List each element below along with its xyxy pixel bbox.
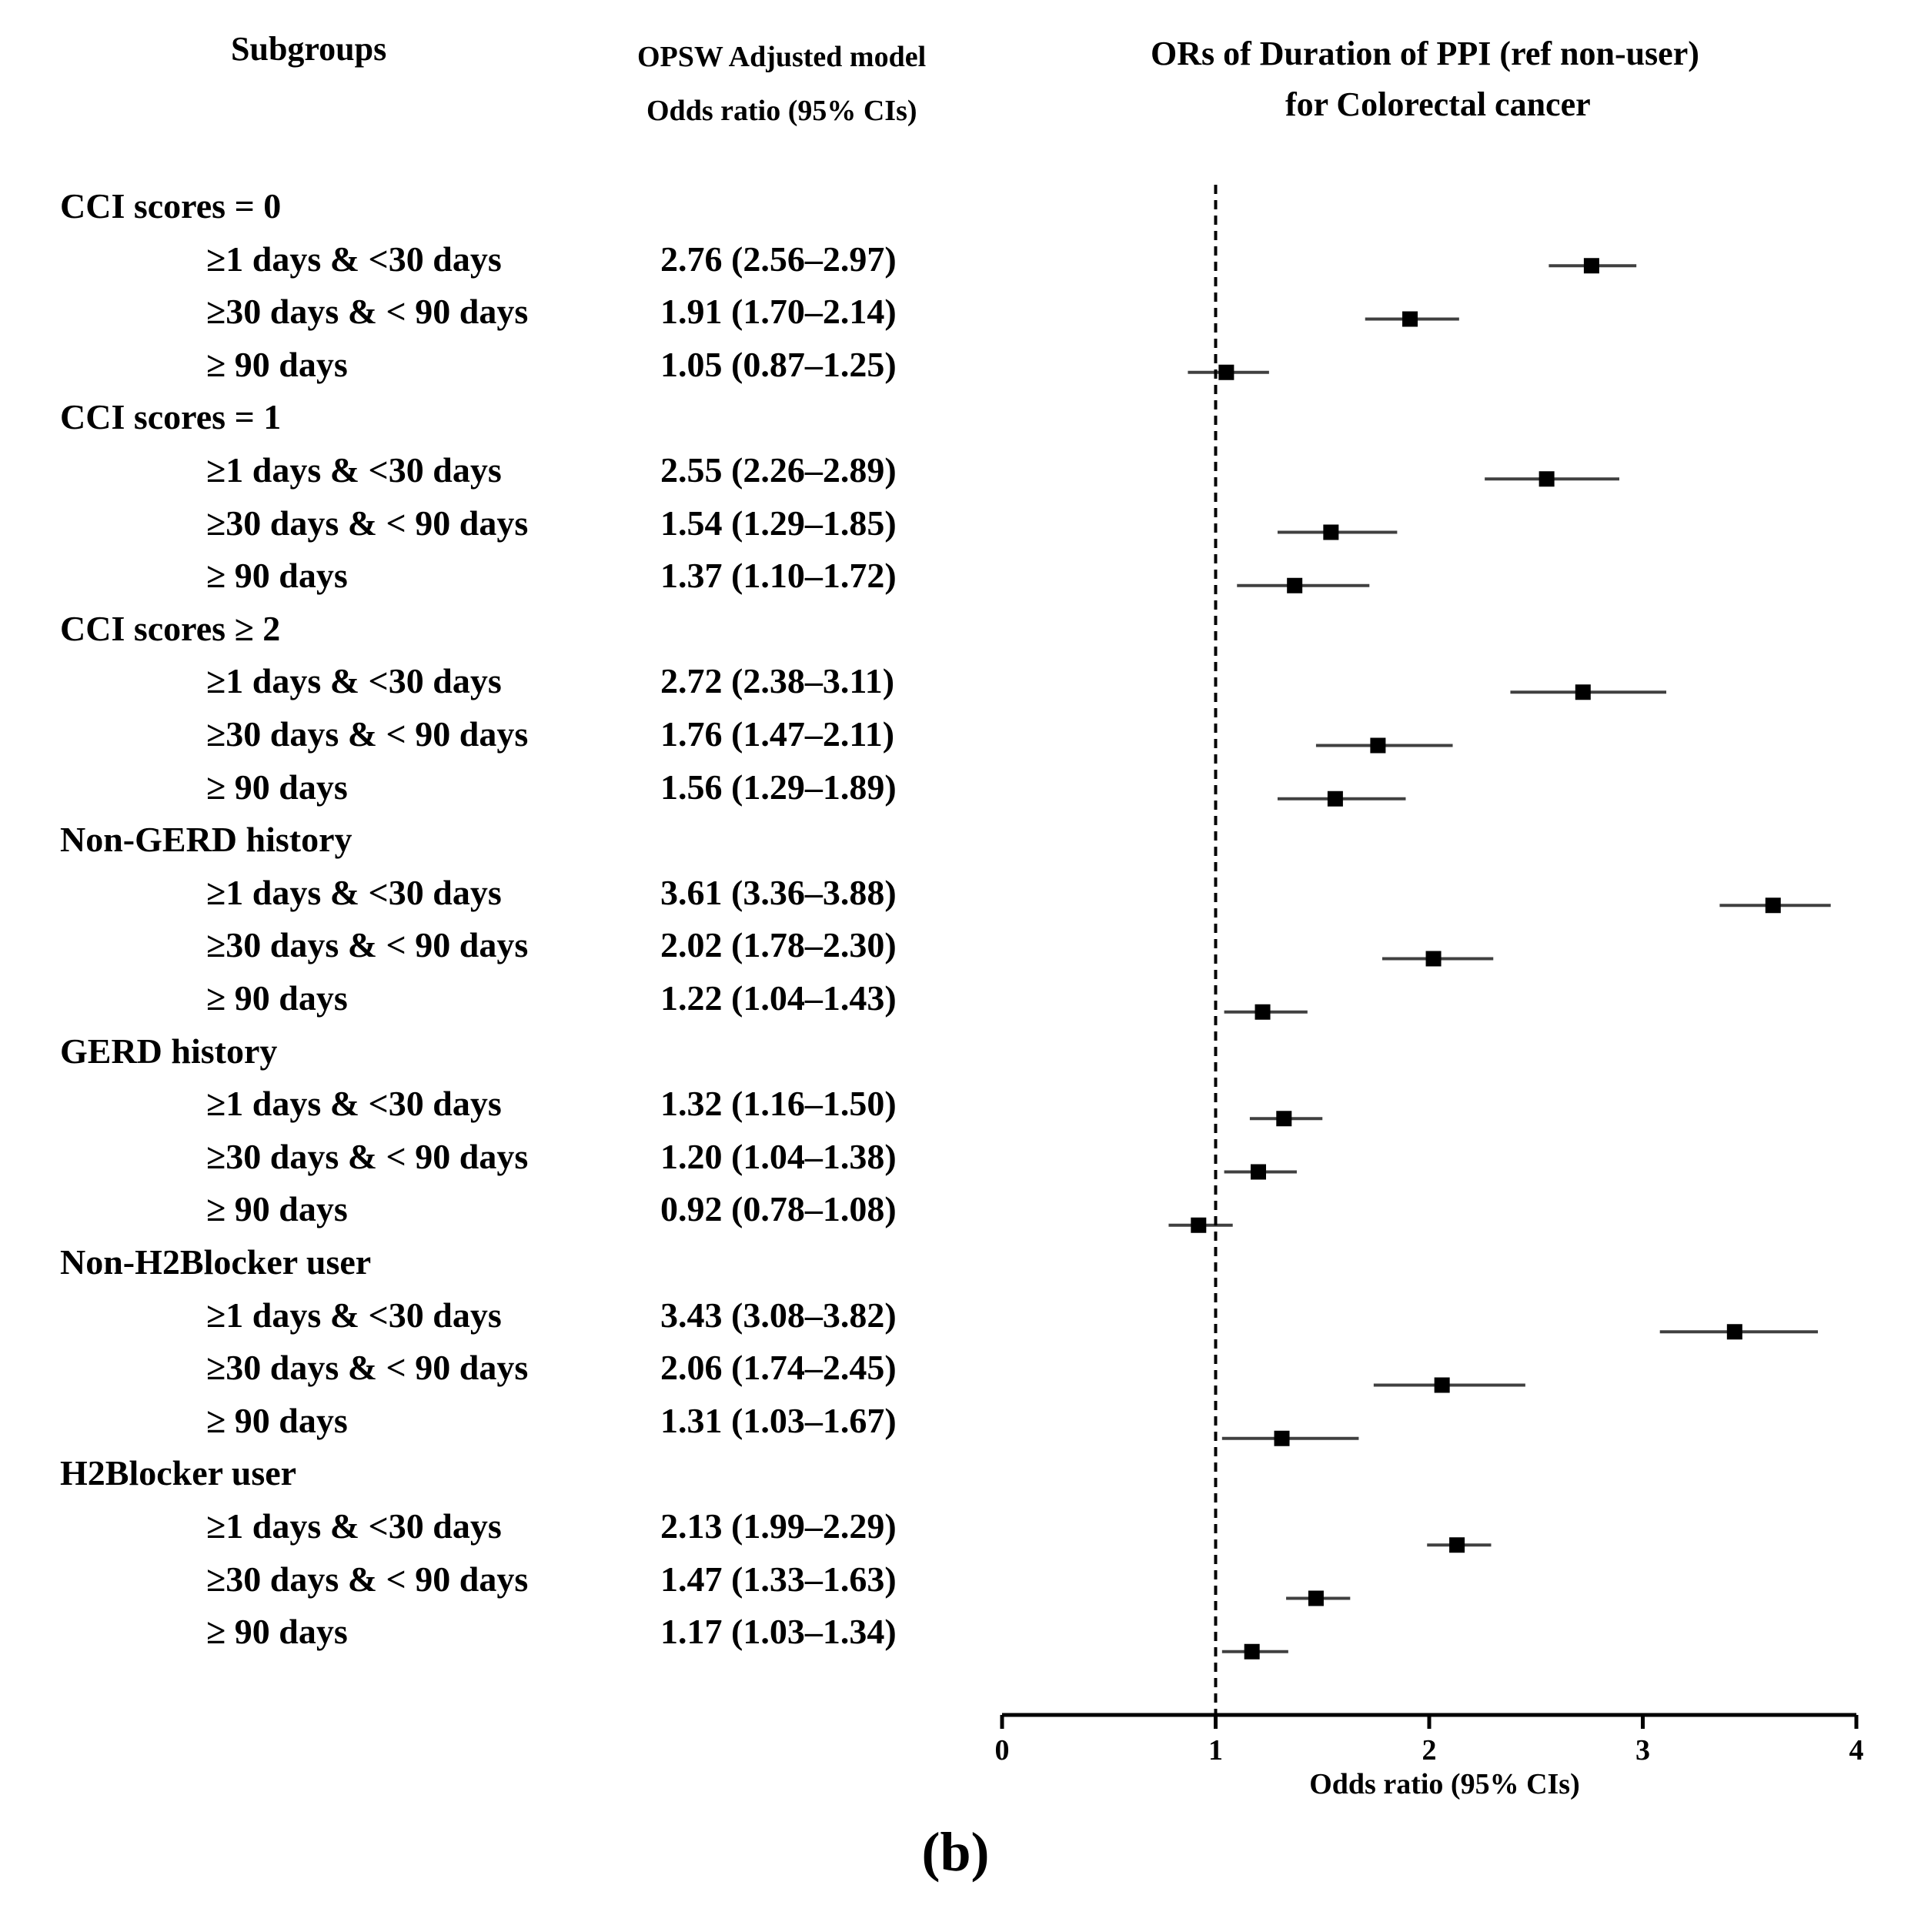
row-label: ≥30 days & < 90 days — [206, 1136, 529, 1176]
point-estimate-marker — [1251, 1164, 1266, 1180]
group-label: Non-GERD history — [60, 820, 352, 860]
point-estimate-marker — [1538, 471, 1555, 487]
x-tick-label: 2 — [1422, 1734, 1437, 1767]
row-value: 2.55 (2.26–2.89) — [660, 450, 897, 490]
row-label: ≥1 days & <30 days — [206, 450, 502, 490]
point-estimate-marker — [1327, 791, 1343, 807]
subgroups-header: Subgroups — [231, 30, 387, 68]
group-label: CCI scores = 1 — [60, 397, 282, 437]
row-label: ≥1 days & <30 days — [206, 1506, 502, 1546]
point-estimate-marker — [1276, 1111, 1292, 1127]
row-label: ≥30 days & < 90 days — [206, 1348, 529, 1388]
group-label: Non-H2Blocker user — [60, 1242, 372, 1282]
row-label: ≥1 days & <30 days — [206, 1084, 502, 1124]
row-label: ≥1 days & <30 days — [206, 239, 502, 279]
point-estimate-marker — [1370, 737, 1386, 754]
row-value: 0.92 (0.78–1.08) — [660, 1189, 897, 1229]
point-estimate-marker — [1402, 311, 1418, 327]
point-estimate-marker — [1218, 364, 1234, 380]
row-label: ≥30 days & < 90 days — [206, 1559, 529, 1599]
x-tick-label: 0 — [995, 1734, 1010, 1767]
row-label: ≥ 90 days — [206, 344, 348, 384]
row-value: 2.76 (2.56–2.97) — [660, 239, 897, 279]
model-header-line1: OPSW Adjusted model — [637, 41, 927, 73]
point-estimate-marker — [1287, 577, 1303, 593]
point-estimate-marker — [1726, 1324, 1742, 1340]
point-estimate-marker — [1255, 1004, 1271, 1020]
x-tick-label: 1 — [1208, 1734, 1223, 1767]
point-estimate-marker — [1244, 1643, 1260, 1660]
row-label: ≥ 90 days — [206, 1400, 348, 1440]
group-label: CCI scores ≥ 2 — [60, 608, 281, 648]
row-value: 1.47 (1.33–1.63) — [660, 1559, 897, 1599]
model-header-line2: Odds ratio (95% CIs) — [646, 95, 917, 127]
row-value: 1.54 (1.29–1.85) — [660, 503, 897, 543]
row-value: 1.22 (1.04–1.43) — [660, 978, 897, 1018]
row-label: ≥ 90 days — [206, 978, 348, 1018]
row-label: ≥30 days & < 90 days — [206, 503, 529, 543]
point-estimate-marker — [1583, 258, 1599, 274]
point-estimate-marker — [1434, 1377, 1450, 1393]
row-value: 1.37 (1.10–1.72) — [660, 556, 897, 596]
row-value: 1.32 (1.16–1.50) — [660, 1084, 897, 1124]
row-value: 2.06 (1.74–2.45) — [660, 1348, 897, 1388]
row-value: 1.91 (1.70–2.14) — [660, 292, 897, 332]
row-label: ≥1 days & <30 days — [206, 872, 502, 912]
row-label: ≥ 90 days — [206, 1189, 348, 1229]
row-value: 3.43 (3.08–3.82) — [660, 1295, 897, 1335]
point-estimate-marker — [1575, 684, 1591, 700]
plot-title-line1: ORs of Duration of PPI (ref non-user) — [1151, 35, 1699, 72]
row-label: ≥ 90 days — [206, 556, 348, 596]
row-value: 1.05 (0.87–1.25) — [660, 344, 897, 384]
group-label: H2Blocker user — [60, 1453, 297, 1493]
point-estimate-marker — [1274, 1430, 1290, 1446]
row-label: ≥1 days & <30 days — [206, 1295, 502, 1335]
row-value: 1.76 (1.47–2.11) — [660, 714, 895, 754]
row-label: ≥ 90 days — [206, 767, 348, 807]
row-value: 2.02 (1.78–2.30) — [660, 925, 897, 965]
plot-title-line2: for Colorectal cancer — [1285, 85, 1591, 123]
point-estimate-marker — [1765, 897, 1781, 914]
row-label: ≥ 90 days — [206, 1612, 348, 1652]
row-label: ≥30 days & < 90 days — [206, 714, 529, 754]
x-axis-label: Odds ratio (95% CIs) — [1309, 1768, 1580, 1800]
row-label: ≥1 days & <30 days — [206, 661, 502, 701]
point-estimate-marker — [1191, 1217, 1207, 1233]
row-value: 2.72 (2.38–3.11) — [660, 661, 895, 701]
row-value: 1.56 (1.29–1.89) — [660, 767, 897, 807]
row-value: 2.13 (1.99–2.29) — [660, 1506, 897, 1546]
x-tick-label: 3 — [1635, 1734, 1650, 1767]
row-label: ≥30 days & < 90 days — [206, 925, 529, 965]
point-estimate-marker — [1425, 951, 1442, 967]
row-value: 1.20 (1.04–1.38) — [660, 1136, 897, 1176]
figure-caption: (b) — [921, 1821, 990, 1883]
group-label: CCI scores = 0 — [60, 186, 282, 226]
point-estimate-marker — [1323, 524, 1339, 540]
row-label: ≥30 days & < 90 days — [206, 292, 529, 332]
point-estimate-marker — [1308, 1590, 1324, 1606]
row-value: 3.61 (3.36–3.88) — [660, 872, 897, 912]
row-value: 1.31 (1.03–1.67) — [660, 1400, 897, 1440]
point-estimate-marker — [1449, 1537, 1465, 1553]
x-tick-label: 4 — [1849, 1734, 1864, 1767]
row-value: 1.17 (1.03–1.34) — [660, 1612, 897, 1652]
group-label: GERD history — [60, 1031, 278, 1071]
